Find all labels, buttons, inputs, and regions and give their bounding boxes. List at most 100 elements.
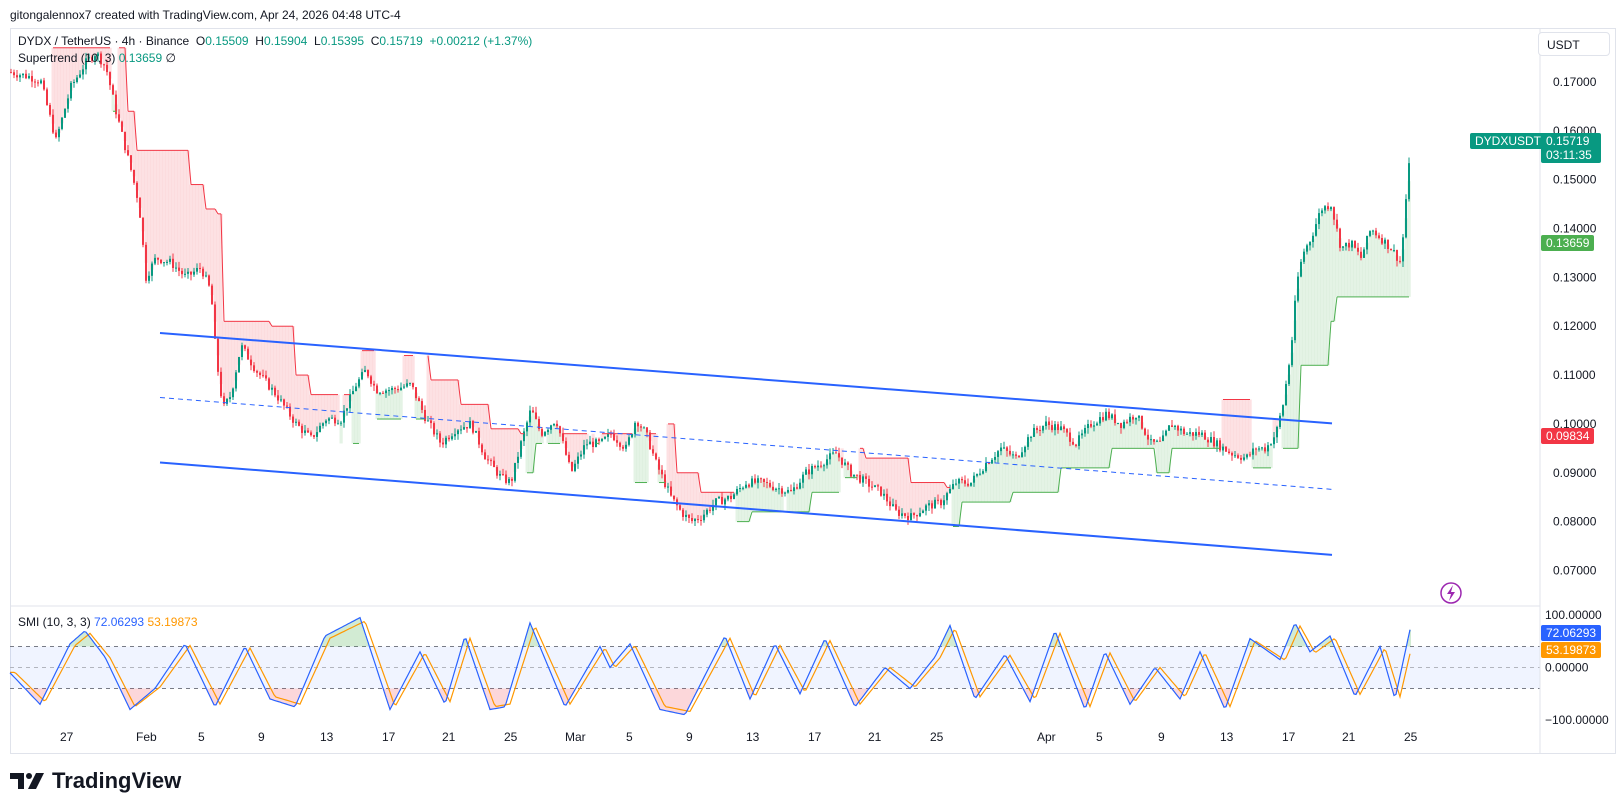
candle-body (97, 53, 99, 57)
candle-body (844, 462, 846, 465)
supertrend-fill-slice (498, 428, 502, 475)
smi-legend[interactable]: SMI (10, 3, 3) 72.06293 53.19873 (18, 615, 198, 629)
candle-body (373, 383, 375, 386)
supertrend-fill-slice (876, 458, 880, 486)
candle-body (52, 114, 54, 133)
supertrend-fill-slice (1047, 423, 1051, 493)
candle-body (1405, 199, 1407, 238)
candle-body (148, 275, 150, 281)
candle-body (1318, 213, 1320, 225)
supertrend-fill-slice (1059, 428, 1063, 468)
candle-body (826, 459, 828, 466)
supertrend-fill-slice (255, 321, 259, 372)
supertrend-fill-slice (288, 326, 292, 412)
supertrend-fill-slice (1254, 448, 1258, 468)
supertrend-fill-slice (828, 456, 832, 493)
candle-body (934, 499, 936, 509)
time-tick-label: 25 (504, 730, 518, 744)
candle-body (112, 85, 114, 95)
candle-body (1057, 424, 1059, 431)
supertrend-fill-slice (1407, 181, 1411, 297)
supertrend-fill-slice (894, 458, 898, 507)
candle-body (868, 478, 870, 487)
supertrend-fill-slice (225, 321, 229, 402)
candle-body (505, 474, 507, 483)
time-tick-label: 27 (60, 730, 74, 744)
supertrend-fill-slice (474, 404, 478, 432)
candle-body (937, 499, 939, 501)
supertrend-fill-slice (1101, 418, 1105, 468)
candle-body (1291, 340, 1293, 366)
supertrend-fill-slice (1338, 238, 1342, 297)
supertrend-fill-slice (405, 355, 409, 385)
candle-body (736, 488, 738, 495)
supertrend-fill-slice (618, 433, 622, 445)
candle-body (652, 449, 654, 454)
supertrend-fill (51, 47, 1411, 527)
candle-body (346, 408, 348, 411)
supertrend-fill-slice (990, 461, 994, 503)
supertrend-fill-slice (1140, 422, 1144, 449)
candle-body (1210, 437, 1212, 443)
candle-body (40, 80, 42, 84)
supertrend-fill-slice (1020, 454, 1024, 493)
candle-body (802, 474, 804, 483)
supertrend-fill-slice (339, 423, 343, 444)
supertrend-fill-slice (933, 482, 937, 505)
supertrend-fill-slice (492, 428, 496, 464)
candle-body (1345, 242, 1347, 247)
supertrend-fill-slice (1242, 399, 1246, 459)
supertrend-fill-slice (117, 47, 121, 118)
time-tick-label: Feb (136, 730, 157, 744)
supertrend-fill-slice (489, 428, 493, 461)
candle-body (340, 422, 342, 424)
candle-body (526, 422, 528, 432)
supertrend-fill-slice (1188, 432, 1192, 449)
candle-body (259, 372, 261, 376)
supertrend-fill-slice (180, 150, 184, 273)
candle-body (124, 131, 126, 151)
candle-body (1381, 238, 1383, 244)
candle-body (19, 75, 21, 78)
candle-body (892, 504, 894, 507)
candle-body (76, 77, 78, 83)
candle-body (685, 514, 687, 517)
supertrend-fill-slice (240, 321, 244, 352)
smi-line (9, 616, 1411, 716)
candle-body (394, 387, 396, 390)
candle-body (160, 259, 162, 264)
tradingview-logo[interactable]: TradingView (10, 768, 181, 794)
time-tick-label: 17 (808, 730, 822, 744)
candle-body (1357, 247, 1359, 252)
candle-body (352, 391, 354, 395)
supertrend-badge: 0.13659 (1541, 235, 1595, 251)
candle-body (1222, 446, 1224, 451)
candle-body (463, 427, 465, 430)
supertrend-fill-slice (552, 424, 556, 444)
supertrend-fill-slice (633, 428, 637, 483)
credit-line: gitongalennox7 created with TradingView.… (10, 8, 401, 22)
supertrend-fill-slice (183, 150, 187, 275)
supertrend-value: 0.13659 (118, 51, 163, 65)
candle-body (295, 421, 297, 423)
supertrend-fill-slice (675, 472, 679, 503)
supertrend-legend[interactable]: Supertrend (10, 3) 0.13659 ∅ (18, 51, 176, 65)
supertrend-fill-slice (1086, 425, 1090, 468)
supertrend-fill-slice (696, 472, 700, 520)
candle-body (673, 495, 675, 500)
currency-unit-button[interactable]: USDT (1538, 32, 1610, 56)
candle-body (664, 474, 666, 488)
supertrend-line-segment (187, 150, 192, 185)
open-value: 0.15509 (205, 34, 249, 48)
candle-body (388, 390, 390, 392)
candle-body (1147, 434, 1149, 440)
supertrend-fill-slice (159, 150, 163, 262)
supertrend-fill-slice (993, 458, 997, 503)
symbol-name[interactable]: DYDX / TetherUS · 4h · Binance (18, 34, 190, 48)
supertrend-fill-slice (1224, 399, 1228, 450)
supertrend-fill-slice (1155, 441, 1159, 473)
candle-body (250, 359, 252, 366)
candle-body (1207, 439, 1209, 443)
lightning-icon[interactable] (1440, 582, 1462, 604)
